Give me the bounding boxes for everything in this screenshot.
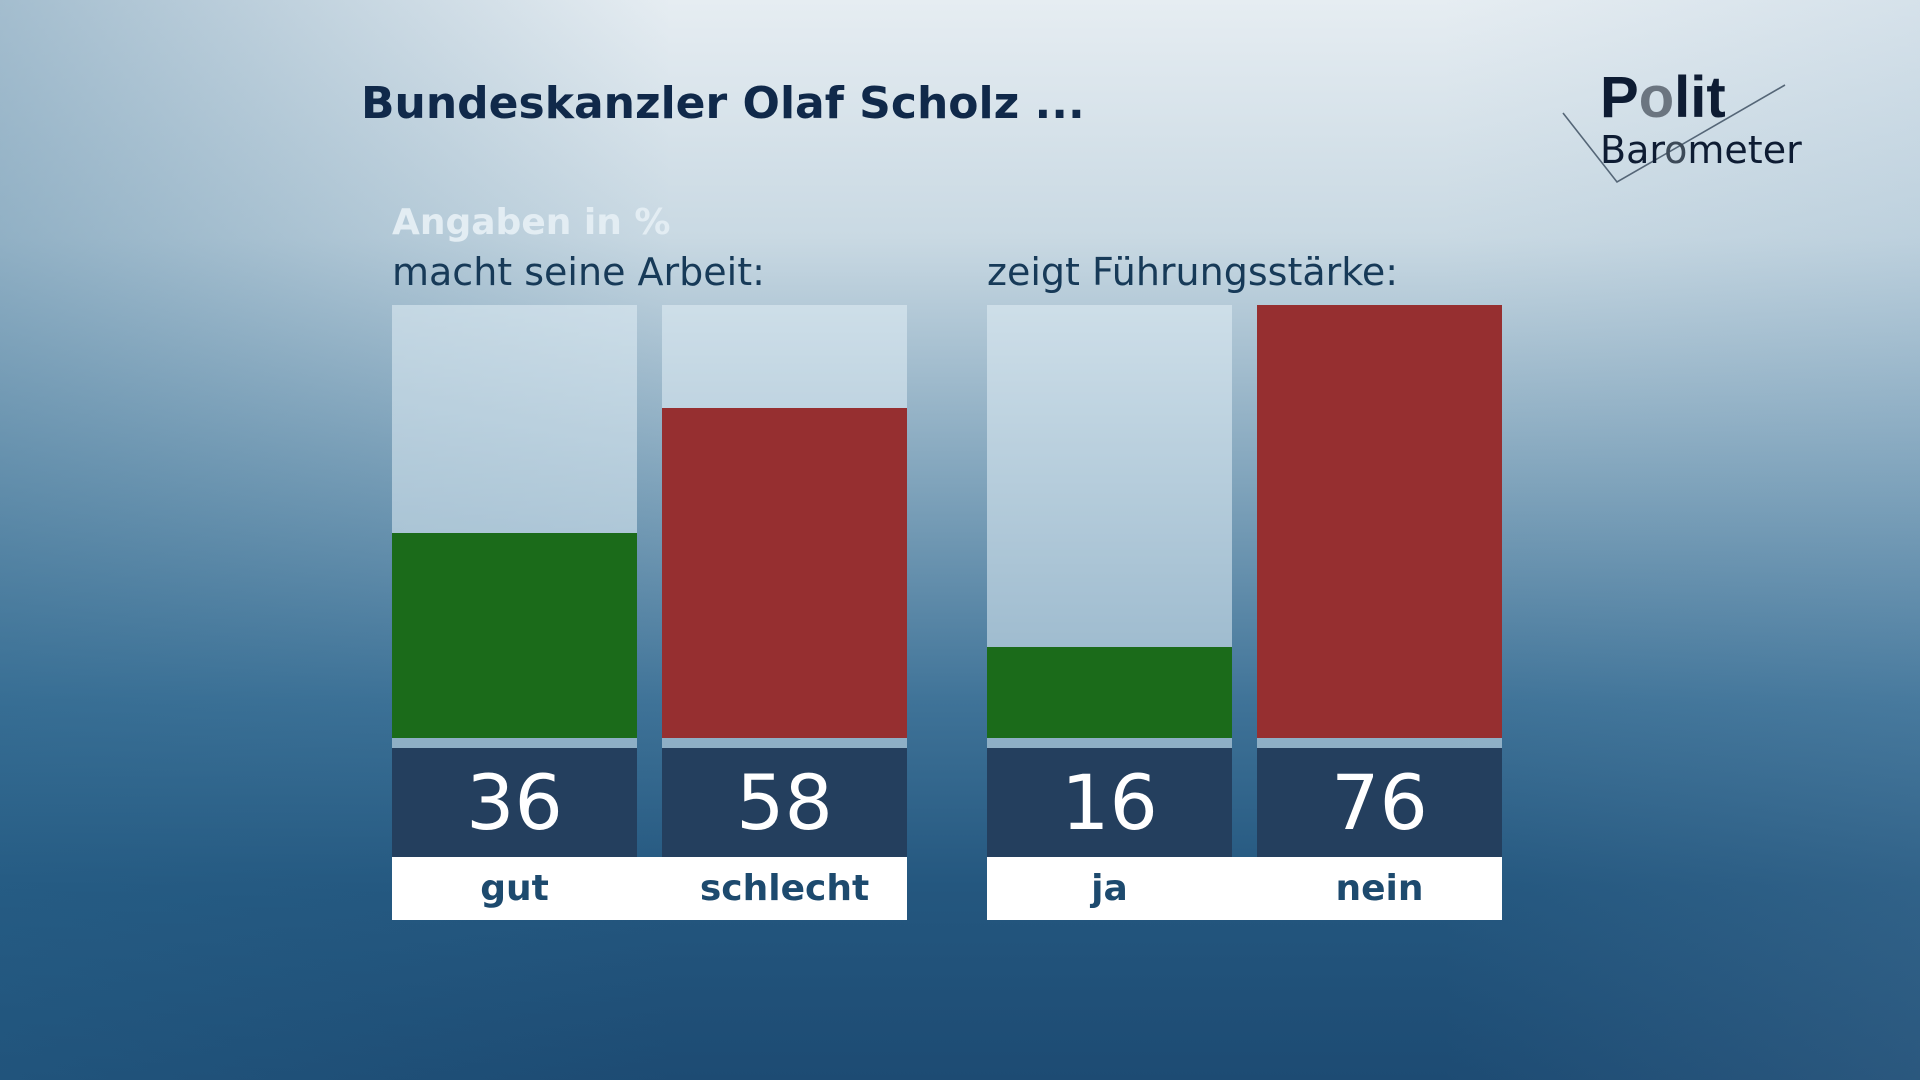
value-label: 36 [392, 748, 637, 857]
svg-text:Polit: Polit [1600, 65, 1726, 130]
page-title: Bundeskanzler Olaf Scholz ... [361, 78, 1085, 129]
label-box [987, 857, 1502, 920]
unit-label: Angaben in % [392, 202, 671, 243]
category-label: ja [1091, 868, 1128, 909]
bar-ja [987, 646, 1232, 738]
bar-schlecht [662, 407, 907, 738]
bar-baseline [987, 738, 1232, 748]
bar-nein [1257, 305, 1502, 738]
bar-baseline [392, 738, 637, 748]
value-label: 58 [662, 748, 907, 857]
bar-gut [392, 532, 637, 738]
chart-title-leadership: zeigt Führungsstärke: [987, 250, 1399, 294]
category-label: schlecht [699, 868, 870, 909]
chart-title-work: macht seine Arbeit: [392, 250, 765, 294]
value-label: 76 [1257, 748, 1502, 857]
bar-baseline [1257, 738, 1502, 748]
category-label: nein [1335, 868, 1424, 909]
politbarometer-logo: Polit Barometer [1555, 65, 1815, 195]
category-label: gut [480, 868, 549, 909]
label-box [392, 857, 907, 920]
bar-baseline [662, 738, 907, 748]
value-label: 16 [987, 748, 1232, 857]
svg-text:Barometer: Barometer [1600, 128, 1802, 172]
